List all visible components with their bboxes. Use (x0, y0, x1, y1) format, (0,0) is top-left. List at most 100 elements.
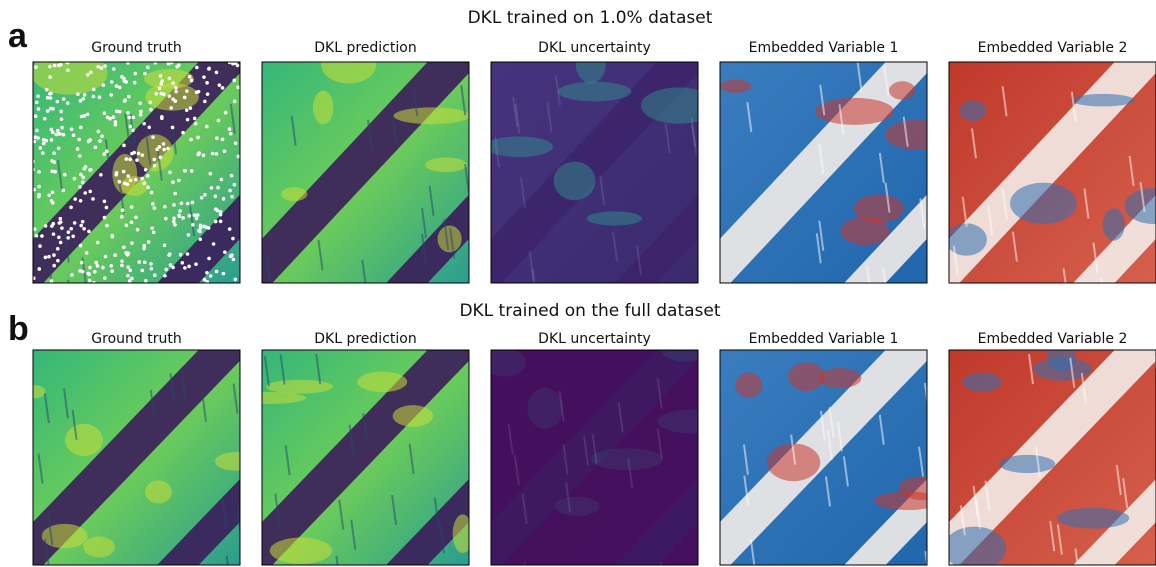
sample-point (50, 170, 54, 174)
sample-point (153, 206, 157, 210)
sample-point (132, 151, 136, 155)
sample-point (85, 251, 89, 255)
image-blob (815, 98, 894, 125)
sample-point (215, 136, 219, 140)
sample-point (41, 151, 45, 155)
image-blob (819, 368, 862, 388)
sample-point (122, 170, 126, 174)
sample-point (130, 220, 134, 224)
sample-point (214, 194, 218, 198)
sample-point (99, 173, 103, 177)
sample-point (231, 237, 235, 241)
sample-point (140, 177, 144, 181)
sample-point (236, 86, 240, 90)
sample-point (162, 142, 166, 146)
sample-point (193, 117, 197, 121)
sample-point (203, 278, 207, 282)
sample-point (211, 152, 215, 156)
sample-point (103, 276, 107, 280)
sample-point (76, 147, 80, 151)
sample-point (172, 216, 176, 220)
sample-point (71, 234, 75, 238)
image-blob (1103, 208, 1125, 240)
sample-point (126, 274, 130, 278)
subplot-title: DKL prediction (314, 40, 416, 56)
sample-point (141, 269, 145, 273)
sample-point (93, 270, 97, 274)
image-blob (42, 524, 88, 548)
sample-point (142, 181, 146, 185)
sample-point (56, 100, 60, 104)
image-panel (908, 340, 1156, 567)
sample-point (66, 101, 70, 105)
sample-point (80, 261, 84, 265)
sample-point (147, 240, 151, 244)
image-blob (23, 385, 45, 398)
sample-point (129, 125, 133, 129)
image-blob (453, 514, 473, 553)
sample-point (81, 176, 85, 180)
sample-point (229, 132, 233, 136)
sample-point (78, 269, 82, 273)
subplot-title: Embedded Variable 2 (978, 331, 1128, 347)
sample-point (158, 87, 162, 91)
sample-point (164, 268, 168, 272)
sample-point (159, 156, 163, 160)
sample-point (92, 95, 96, 99)
sample-point (122, 144, 126, 148)
sample-point (152, 231, 156, 235)
sample-point (67, 230, 71, 234)
sample-point (129, 179, 133, 183)
subplot-title: DKL uncertainty (538, 331, 651, 347)
sample-point (66, 61, 70, 65)
sample-point (69, 206, 73, 210)
sample-point (174, 90, 178, 94)
sample-point (94, 146, 98, 150)
image-blob (558, 82, 632, 102)
sample-point (105, 149, 109, 153)
sample-point (178, 209, 182, 213)
sample-point (98, 139, 102, 143)
sample-point (96, 241, 100, 245)
sample-point (220, 178, 224, 182)
sample-point (187, 214, 191, 218)
sample-point (79, 126, 83, 130)
sample-point (121, 208, 125, 212)
sample-point (81, 180, 85, 184)
subplot-title: DKL uncertainty (538, 40, 651, 56)
sample-point (97, 130, 101, 134)
sample-point (200, 196, 204, 200)
sample-point (79, 173, 83, 177)
sample-point (180, 201, 184, 205)
sample-point (46, 96, 50, 100)
sample-point (81, 220, 85, 224)
image-blob (889, 81, 916, 100)
sample-point (234, 141, 238, 145)
sample-point (44, 224, 48, 228)
sample-point (183, 266, 187, 270)
sample-point (37, 170, 41, 174)
sample-point (62, 97, 66, 101)
image-blob (83, 536, 115, 557)
sample-point (130, 277, 134, 281)
sample-point (63, 173, 67, 177)
sample-point (101, 266, 105, 270)
image-blob (590, 448, 663, 470)
sample-point (171, 81, 175, 85)
sample-point (190, 79, 194, 83)
sample-point (34, 114, 38, 118)
sample-point (103, 200, 107, 204)
sample-point (152, 158, 156, 162)
sample-point (160, 116, 164, 120)
sample-point (79, 244, 83, 248)
sample-point (94, 261, 98, 265)
sample-point (120, 215, 124, 219)
sample-point (52, 151, 56, 155)
sample-point (159, 74, 163, 78)
image-blob (1072, 94, 1135, 107)
sample-point (215, 71, 219, 75)
sample-point (128, 158, 132, 162)
sample-point (196, 153, 200, 157)
sample-point (59, 241, 63, 245)
sample-point (199, 224, 203, 228)
